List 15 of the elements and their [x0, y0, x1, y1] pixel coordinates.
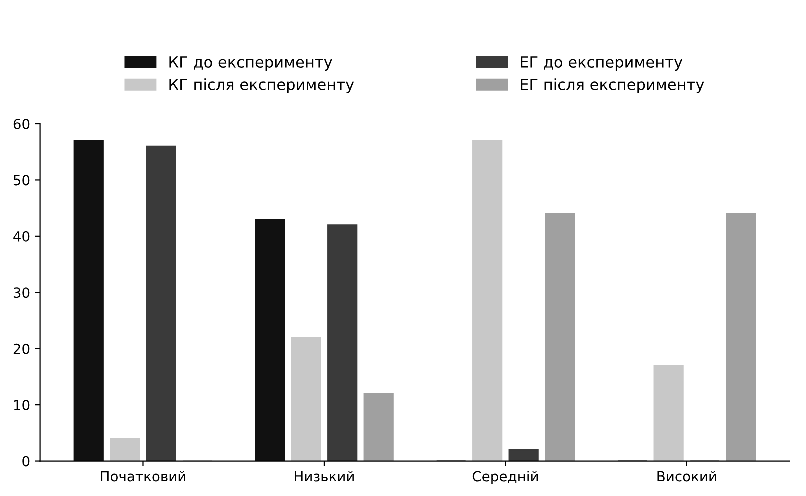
- y-tick-label: 60: [14, 118, 30, 130]
- y-tick-label: 30: [14, 288, 30, 298]
- legend-label: ЕГ після експерименту: [521, 78, 704, 94]
- legend-label: ЕГ до експерименту: [521, 56, 683, 71]
- y-tick-label: 10: [14, 400, 30, 411]
- y-tick-label: 0: [22, 456, 30, 467]
- x-tick-label: Низький: [295, 471, 354, 482]
- legend-label: КГ після експерименту: [170, 78, 354, 94]
- x-tick-label: Середній: [472, 471, 538, 484]
- legend-label: КГ до експерименту: [170, 56, 332, 71]
- x-tick-label: Початковий: [101, 471, 186, 482]
- y-tick-label: 20: [14, 344, 30, 354]
- y-tick-label: 50: [14, 175, 30, 186]
- x-tick-label: Високий: [658, 471, 716, 482]
- y-tick-label: 40: [14, 231, 30, 242]
